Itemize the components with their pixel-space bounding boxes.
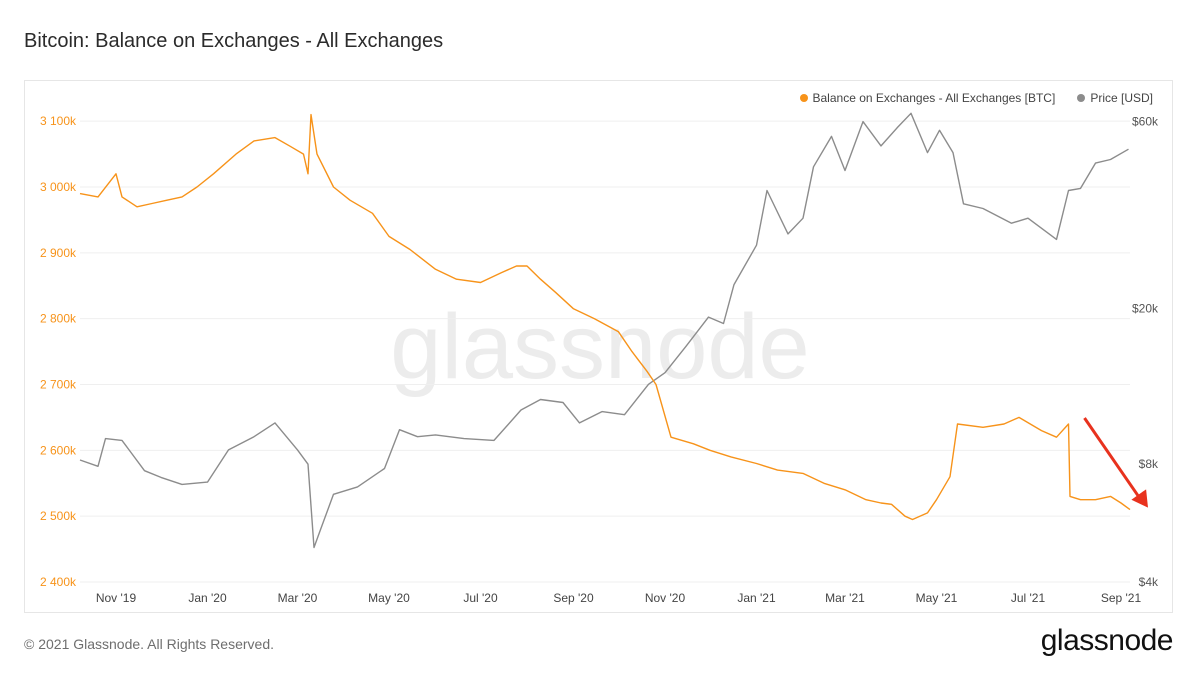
chart-panel	[24, 80, 1173, 613]
x-tick-label: Mar '21	[825, 591, 865, 605]
price-legend-dot	[1077, 94, 1086, 102]
trend-arrow-head	[1131, 489, 1148, 508]
copyright-text: © 2021 Glassnode. All Rights Reserved.	[24, 636, 275, 652]
trend-arrow-shaft	[1083, 417, 1142, 500]
y-left-tick-label: 2 900k	[40, 246, 77, 260]
x-tick-label: May '21	[916, 591, 958, 605]
brand-logo: glassnode	[1040, 624, 1174, 657]
balance-line	[79, 113, 1131, 521]
y-right-tick-label: $20k	[1132, 301, 1159, 315]
x-tick-label: Jul '21	[1011, 591, 1046, 605]
watermark: glassnode	[390, 296, 809, 398]
chart-legend: Balance on Exchanges - All Exchanges [BT…	[799, 91, 1153, 105]
x-tick-label: Jul '20	[463, 591, 498, 605]
y-left-tick-label: 2 500k	[40, 509, 77, 523]
y-left-tick-label: 3 000k	[40, 180, 77, 194]
x-tick-label: Nov '19	[96, 591, 137, 605]
x-tick-label: Mar '20	[278, 591, 318, 605]
legend-item-balance[interactable]: Balance on Exchanges - All Exchanges [BT…	[799, 91, 1056, 105]
x-tick-label: Sep '21	[1101, 591, 1142, 605]
y-left-tick-label: 3 100k	[40, 114, 77, 128]
legend-item-price[interactable]: Price [USD]	[1077, 91, 1153, 105]
y-right-tick-label: $8k	[1139, 457, 1159, 471]
x-tick-label: Jan '20	[188, 591, 227, 605]
x-tick-label: Sep '20	[553, 591, 594, 605]
balance-legend-dot	[799, 94, 808, 102]
x-tick-label: May '20	[368, 591, 410, 605]
page-title: Bitcoin: Balance on Exchanges - All Exch…	[24, 30, 444, 52]
y-left-tick-label: 2 800k	[40, 312, 77, 326]
y-left-tick-label: 2 600k	[40, 443, 77, 457]
y-right-tick-label: $4k	[1139, 575, 1159, 589]
x-tick-label: Jan '21	[737, 591, 776, 605]
y-right-tick-label: $60k	[1132, 115, 1159, 129]
x-tick-label: Nov '20	[645, 591, 686, 605]
y-left-tick-label: 2 700k	[40, 378, 77, 392]
y-left-tick-label: 2 400k	[40, 575, 77, 589]
price-line	[79, 112, 1129, 549]
legend-label-price: Price [USD]	[1090, 91, 1153, 105]
legend-label-balance: Balance on Exchanges - All Exchanges [BT…	[812, 91, 1056, 105]
